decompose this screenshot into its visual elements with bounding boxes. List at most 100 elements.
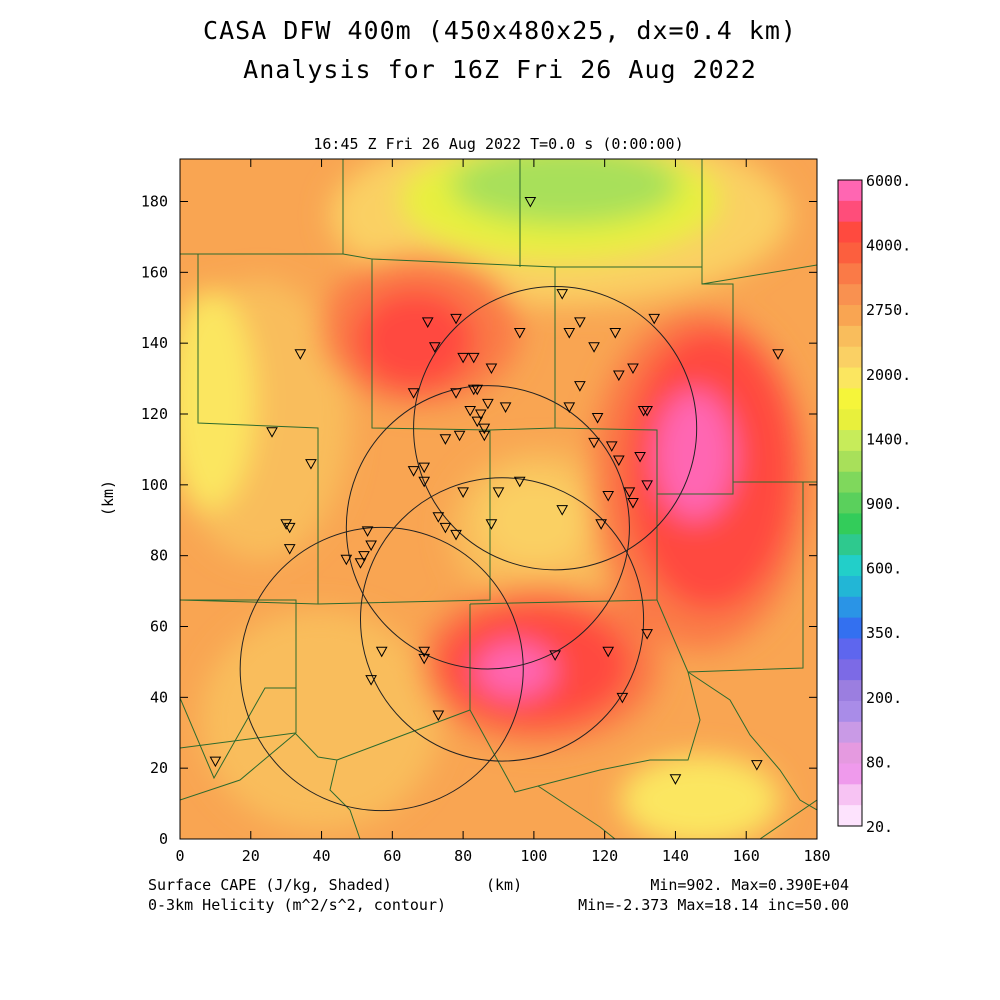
station-marker [602, 490, 615, 502]
cape-shading [180, 159, 817, 839]
station-marker [280, 519, 293, 530]
y-tick-label: 40 [150, 688, 168, 706]
range-ring [413, 286, 698, 571]
cape-region-center-low [480, 475, 590, 565]
cape-region-southeast-low [620, 755, 780, 839]
station-marker [453, 430, 466, 442]
station-marker [432, 512, 445, 523]
helicity-contours [239, 286, 698, 812]
station-marker [474, 409, 487, 421]
station-marker [627, 363, 639, 374]
colorbar-swatch [838, 284, 862, 306]
cape-region-northwest-max [355, 290, 475, 390]
colorbar-swatch [838, 200, 862, 223]
x-tick-label: 60 [383, 847, 401, 865]
footer-field-label: Surface CAPE (J/kg, Shaded) [148, 876, 392, 894]
station-marker [591, 413, 604, 424]
colorbar-swatch [838, 659, 862, 681]
station-marker [627, 498, 639, 509]
county-boundary [371, 258, 556, 431]
station-marker [588, 437, 600, 449]
colorbar-label: 20. [866, 818, 893, 836]
station-marker [485, 363, 498, 374]
station-marker [340, 554, 353, 566]
county-boundary [180, 687, 296, 780]
station-marker [750, 760, 763, 771]
y-tick-label: 0 [159, 830, 168, 848]
station-markers [209, 197, 784, 785]
station-marker [513, 476, 526, 488]
y-axis: 0 20 40 60 80 100 120 140 160 180 [141, 193, 817, 848]
station-marker [418, 646, 431, 658]
cape-region-south-peak [475, 642, 555, 698]
station-marker [563, 328, 576, 339]
colorbar-swatch [838, 784, 862, 806]
colorbar-label: 4000. [866, 237, 911, 255]
station-marker [602, 646, 615, 658]
colorbar-swatch [838, 325, 862, 348]
colorbar-swatch [838, 263, 862, 285]
county-boundary [701, 264, 817, 285]
station-marker [499, 402, 512, 413]
station-marker [478, 430, 491, 442]
station-marker [407, 466, 420, 477]
station-marker [595, 519, 607, 530]
colorbar-label: 900. [866, 495, 902, 513]
station-marker [634, 452, 646, 463]
county-boundary [687, 671, 817, 811]
station-marker [637, 405, 650, 417]
footer-xlabel: (km) [486, 876, 523, 894]
station-marker [209, 756, 222, 768]
colorbar-swatch [838, 409, 862, 431]
cape-region-west-low [180, 290, 255, 510]
y-tick-label: 120 [141, 405, 168, 423]
station-marker [283, 544, 296, 555]
colorbar: 6000. 4000. 2750. 2000. 1400. 900. 600. 350. 200… [837, 172, 911, 836]
cape-region-north-min [450, 159, 680, 225]
station-marker [485, 519, 498, 530]
station-marker [492, 487, 505, 498]
colorbar-label: 2000. [866, 366, 911, 384]
station-marker [574, 317, 586, 328]
cape-region-east-peak [655, 390, 735, 520]
colorbar-swatch [838, 742, 862, 764]
colorbar-frame [837, 179, 863, 827]
station-marker [556, 289, 569, 300]
station-marker [432, 710, 445, 722]
colorbar-swatch [838, 513, 862, 535]
colorbar-swatch [838, 700, 862, 723]
station-marker [612, 370, 625, 382]
station-marker [361, 526, 374, 537]
range-ring [239, 526, 524, 812]
colorbar-swatch [838, 180, 862, 202]
x-tick-label: 40 [313, 847, 331, 865]
county-boundary [180, 732, 297, 801]
colorbar-swatch [838, 221, 862, 244]
colorbar-swatch [838, 242, 862, 264]
colorbar-swatch [838, 346, 862, 369]
station-marker [669, 774, 682, 785]
colorbar-swatch [838, 305, 862, 327]
station-marker [266, 427, 278, 438]
footer-field-stats: Min=902. Max=0.390E+04 [650, 876, 849, 894]
x-tick-label: 20 [242, 847, 260, 865]
station-marker [471, 384, 484, 396]
station-marker [365, 675, 377, 686]
colorbar-label: 2750. [866, 301, 911, 319]
station-marker [418, 462, 431, 474]
plot-frame [179, 158, 818, 840]
range-ring [345, 385, 630, 670]
colorbar-swatch [838, 763, 862, 785]
colorbar-label: 200. [866, 689, 902, 707]
station-marker [439, 522, 452, 534]
station-marker [556, 505, 569, 516]
station-marker [418, 653, 431, 665]
county-boundary [656, 482, 804, 673]
station-marker [421, 317, 434, 328]
colorbar-label: 600. [866, 560, 902, 578]
station-marker [616, 692, 629, 704]
y-tick-label: 140 [141, 334, 168, 352]
y-tick-label: 160 [141, 263, 168, 281]
colorbar-swatch [838, 638, 862, 660]
